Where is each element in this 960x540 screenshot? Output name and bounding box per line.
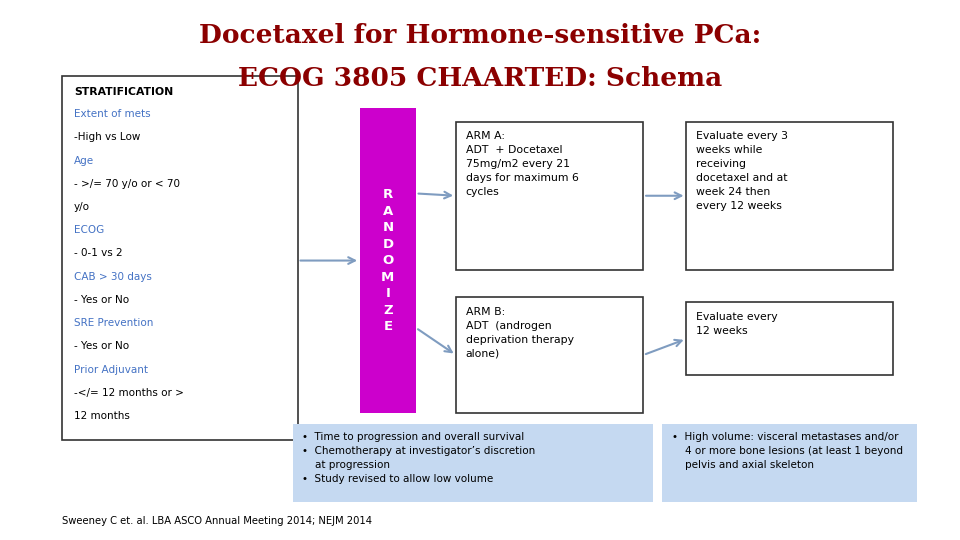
Text: Evaluate every
12 weeks: Evaluate every 12 weeks (696, 312, 778, 336)
Text: - >/= 70 y/o or < 70: - >/= 70 y/o or < 70 (74, 179, 180, 189)
FancyBboxPatch shape (360, 108, 416, 413)
Text: CAB > 30 days: CAB > 30 days (74, 272, 152, 282)
Text: •  Time to progression and overall survival
•  Chemotherapy at investigator’s di: • Time to progression and overall surviv… (302, 432, 536, 484)
Text: Evaluate every 3
weeks while
receiving
docetaxel and at
week 24 then
every 12 we: Evaluate every 3 weeks while receiving d… (696, 131, 788, 211)
FancyBboxPatch shape (662, 424, 917, 502)
Text: Sweeney C et. al. LBA ASCO Annual Meeting 2014; NEJM 2014: Sweeney C et. al. LBA ASCO Annual Meetin… (62, 516, 372, 526)
Text: - 0-1 vs 2: - 0-1 vs 2 (74, 248, 123, 259)
Text: Extent of mets: Extent of mets (74, 109, 151, 119)
FancyBboxPatch shape (62, 76, 298, 440)
FancyBboxPatch shape (686, 122, 893, 270)
Text: ECOG 3805 CHAARTED: Schema: ECOG 3805 CHAARTED: Schema (238, 66, 722, 91)
FancyBboxPatch shape (686, 302, 893, 375)
FancyBboxPatch shape (293, 424, 653, 502)
Text: SRE Prevention: SRE Prevention (74, 318, 154, 328)
Text: 12 months: 12 months (74, 411, 130, 421)
Text: R
A
N
D
O
M
I
Z
E: R A N D O M I Z E (381, 188, 395, 333)
Text: Age: Age (74, 156, 94, 166)
Text: -High vs Low: -High vs Low (74, 132, 140, 143)
Text: y/o: y/o (74, 202, 90, 212)
Text: Prior Adjuvant: Prior Adjuvant (74, 364, 148, 375)
Text: - Yes or No: - Yes or No (74, 341, 129, 352)
FancyBboxPatch shape (456, 122, 643, 270)
Text: - Yes or No: - Yes or No (74, 295, 129, 305)
Text: Docetaxel for Hormone-sensitive PCa:: Docetaxel for Hormone-sensitive PCa: (199, 23, 761, 48)
Text: -</= 12 months or >: -</= 12 months or > (74, 388, 183, 398)
Text: ARM A:
ADT  + Docetaxel
75mg/m2 every 21
days for maximum 6
cycles: ARM A: ADT + Docetaxel 75mg/m2 every 21 … (466, 131, 579, 197)
FancyBboxPatch shape (456, 297, 643, 413)
Text: STRATIFICATION: STRATIFICATION (74, 87, 173, 98)
Text: ARM B:
ADT  (androgen
deprivation therapy
alone): ARM B: ADT (androgen deprivation therapy… (466, 307, 573, 359)
Text: ECOG: ECOG (74, 225, 105, 235)
Text: •  High volume: visceral metastases and/or
    4 or more bone lesions (at least : • High volume: visceral metastases and/o… (672, 432, 903, 470)
